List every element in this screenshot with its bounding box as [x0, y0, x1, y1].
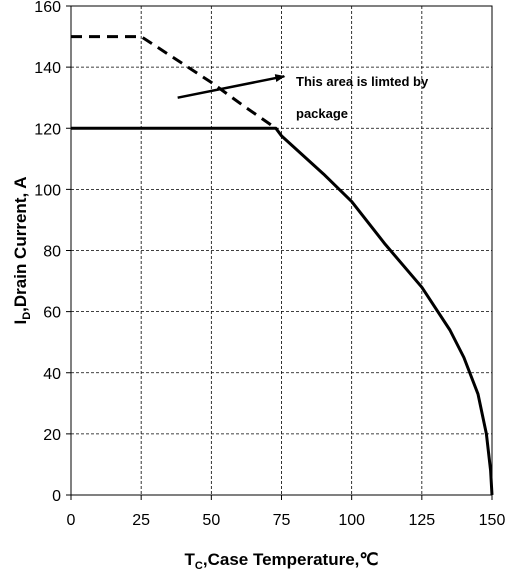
annotation-text-line-1: This area is limted by	[296, 74, 429, 89]
y-tick-label: 140	[34, 60, 61, 77]
annotation: This area is limted by package	[177, 74, 429, 121]
x-axis-label-subscript: C	[195, 560, 203, 572]
y-tick-label: 0	[52, 488, 61, 505]
y-axis-label-subscript: D	[21, 312, 33, 320]
x-axis-label-rest: ,Case Temperature,℃	[203, 550, 379, 569]
y-axis-label-main: I	[11, 320, 30, 325]
y-tick-label: 120	[34, 121, 61, 138]
x-tick-label: 50	[202, 512, 220, 529]
x-tick-label: 0	[67, 512, 76, 529]
y-axis-label: ID,Drain Current, A	[11, 176, 33, 324]
dashed-series-line	[71, 35, 277, 130]
x-tick-label: 150	[479, 512, 506, 529]
annotation-text-line-2: package	[296, 106, 348, 121]
data-series	[71, 35, 494, 496]
y-tick-label: 20	[43, 427, 61, 444]
annotation-arrow	[177, 74, 286, 99]
x-tick-label: 75	[273, 512, 291, 529]
x-tick-label: 25	[132, 512, 150, 529]
x-tick-label: 100	[338, 512, 365, 529]
x-axis-label: TC,Case Temperature,℃	[185, 550, 379, 572]
y-tick-label: 40	[43, 366, 61, 383]
x-tick-label: 125	[408, 512, 435, 529]
y-tick-label: 80	[43, 244, 61, 261]
grid-lines	[71, 6, 492, 495]
y-axis-label-rest: ,Drain Current, A	[11, 176, 30, 311]
y-tick-label: 160	[34, 0, 61, 16]
y-tick-label: 100	[34, 182, 61, 199]
x-axis-label-main: T	[185, 550, 196, 569]
y-tick-label: 60	[43, 305, 61, 322]
tick-labels: 0 25 50 75 100 125 150 0 20 40 60 80 100 120 140 160	[34, 0, 505, 529]
solid-series-line	[71, 126, 494, 496]
